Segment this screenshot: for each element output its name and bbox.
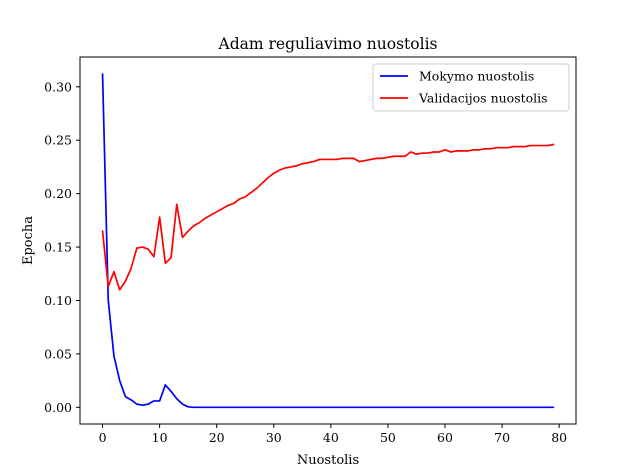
x-tick-label: 70: [494, 430, 510, 445]
legend-label-training: Mokymo nuostolis: [419, 69, 534, 84]
y-tick-label: 0.20: [44, 186, 72, 201]
plot-lines: [101, 73, 555, 409]
x-axis-label: Nuostolis: [297, 453, 359, 468]
x-tick-label: 20: [209, 430, 225, 445]
y-axis: 0.00 0.05 0.10 0.15 0.20 0.25 0.30: [44, 79, 80, 415]
x-tick-label: 80: [551, 430, 567, 445]
x-tick-label: 50: [380, 430, 396, 445]
y-axis-label: Epocha: [21, 216, 36, 265]
series-line-validation: [101, 143, 555, 291]
x-tick-label: 40: [323, 430, 339, 445]
x-axis: 0 10 20 30 40 50 60 70 80: [99, 424, 567, 445]
legend-label-validation: Validacijos nuostolis: [418, 91, 548, 106]
chart-title: Adam reguliavimo nuostolis: [218, 35, 438, 53]
y-tick-label: 0.30: [44, 79, 72, 94]
x-tick-label: 60: [437, 430, 453, 445]
y-tick-label: 0.25: [44, 133, 72, 148]
y-tick-label: 0.05: [44, 346, 72, 361]
legend: Mokymo nuostolis Validacijos nuostolis: [372, 63, 570, 112]
x-tick-label: 10: [152, 430, 168, 445]
x-tick-label: 0: [99, 430, 107, 445]
y-tick-label: 0.15: [44, 240, 72, 255]
plot-frame: [79, 56, 577, 425]
legend-box: [372, 63, 570, 112]
y-tick-label: 0.10: [44, 293, 72, 308]
series-line-training: [101, 73, 555, 409]
y-tick-label: 0.00: [44, 400, 72, 415]
x-tick-label: 30: [266, 430, 282, 445]
